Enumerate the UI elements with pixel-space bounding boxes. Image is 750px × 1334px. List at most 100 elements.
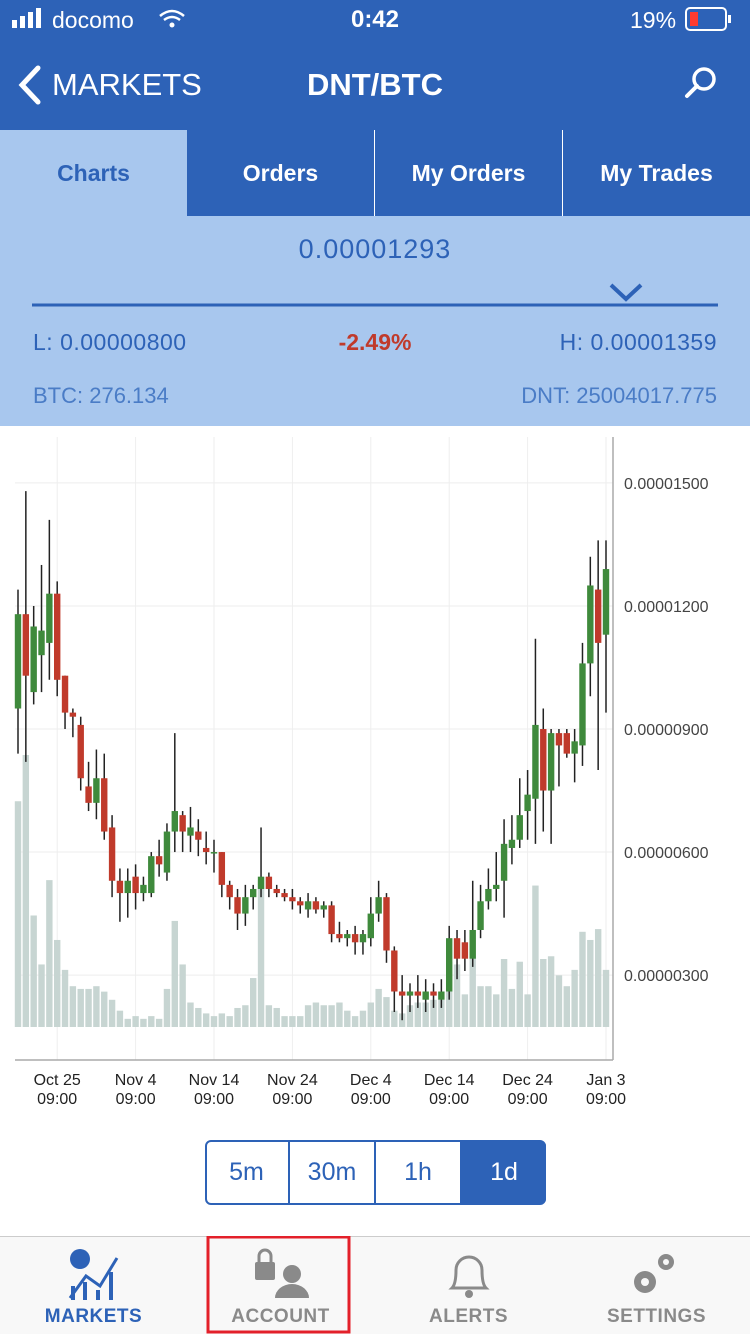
tab[interactable]: My Trades xyxy=(563,130,750,216)
volume-bar xyxy=(344,1010,351,1027)
volume-bar xyxy=(242,1005,249,1027)
volume-bar xyxy=(336,1002,343,1027)
candle-body xyxy=(304,901,312,910)
candle-body xyxy=(602,569,610,635)
y-tick-label: 0.00001500 xyxy=(624,476,709,493)
candle-body xyxy=(461,942,469,959)
interval-button[interactable]: 30m xyxy=(290,1141,376,1204)
change: -2.49% xyxy=(338,329,412,355)
candle-body xyxy=(571,741,578,754)
volume-bar xyxy=(453,964,461,1027)
volume-bar xyxy=(391,1010,398,1027)
volume-bar xyxy=(563,986,570,1027)
volume-bar xyxy=(46,880,53,1027)
tab[interactable]: My Orders xyxy=(375,130,562,216)
candle-body xyxy=(77,724,84,779)
candle-body xyxy=(257,876,265,889)
y-tick-label: 0.00000600 xyxy=(624,845,709,862)
candle-body xyxy=(547,733,555,791)
back-button[interactable]: MARKETS xyxy=(52,67,202,102)
volume-bar xyxy=(61,969,69,1027)
volume-bar xyxy=(187,1002,194,1027)
candle-body xyxy=(210,852,218,854)
volume-bar xyxy=(540,959,547,1027)
dnt-volume: DNT: 25004017.775 xyxy=(521,383,717,408)
tab-icons xyxy=(68,1236,674,1334)
x-tick-label: Oct 25 09:00 xyxy=(33,1072,81,1108)
volume-bar xyxy=(93,986,100,1027)
candle-body xyxy=(383,897,390,951)
volume-bar xyxy=(328,1005,335,1027)
volume-bar xyxy=(77,988,84,1027)
volume-bar xyxy=(101,991,108,1027)
volume-bar xyxy=(226,1016,233,1027)
volume-bar xyxy=(524,994,531,1027)
candle-body xyxy=(367,913,374,939)
volume-bar xyxy=(163,988,171,1027)
volume-bar xyxy=(155,1018,163,1027)
candle-body xyxy=(140,884,147,894)
candle-body xyxy=(328,905,335,935)
volume-bar xyxy=(218,1013,226,1027)
low-price: L: 0.00000800 xyxy=(33,329,187,355)
candle-body xyxy=(14,614,22,709)
candle-body xyxy=(46,593,53,643)
top-bar xyxy=(0,0,750,130)
candle-body xyxy=(69,712,77,717)
candle-body xyxy=(297,901,304,906)
volume-bar xyxy=(367,1002,374,1027)
candle-body xyxy=(281,893,288,898)
candle-body xyxy=(422,991,429,1000)
candle-body xyxy=(93,778,100,803)
volume-bar xyxy=(30,915,37,1027)
tab[interactable]: Charts xyxy=(0,130,187,216)
volume-bar xyxy=(532,885,539,1027)
y-tick-label: 0.00000900 xyxy=(624,722,709,739)
candle-body xyxy=(289,897,296,902)
volume-bar xyxy=(587,939,594,1027)
tab-bar-item[interactable]: MARKETS xyxy=(44,1306,143,1327)
candle-body xyxy=(587,585,594,664)
interval-button[interactable]: 1h xyxy=(376,1141,462,1204)
volume-bar xyxy=(485,986,492,1027)
volume-bar xyxy=(297,1016,304,1027)
candle-body xyxy=(508,839,516,848)
volume-bar xyxy=(124,1018,131,1027)
volume-bar xyxy=(555,975,563,1027)
candle-body xyxy=(171,811,178,832)
candle-body xyxy=(500,843,508,881)
tab-bar-item[interactable]: ACCOUNT xyxy=(231,1306,330,1327)
high-price: H: 0.00001359 xyxy=(559,329,717,355)
volume-bar xyxy=(547,956,555,1027)
candle-body xyxy=(124,880,131,894)
y-tick-label: 0.00000300 xyxy=(624,968,709,985)
volume-bar xyxy=(108,999,116,1027)
candle-body xyxy=(320,905,327,910)
tab[interactable]: Orders xyxy=(187,130,374,216)
candlestick-chart: 0.00001500 0.00001200 0.00000900 0.00000600… xyxy=(14,437,709,1061)
interval-button[interactable]: 5m xyxy=(205,1141,290,1204)
volume-bar xyxy=(54,939,61,1027)
tab-bar-item[interactable]: SETTINGS xyxy=(606,1306,706,1327)
candle-body xyxy=(116,880,124,894)
volume-bar xyxy=(250,978,257,1027)
candle-body xyxy=(30,626,37,693)
volume-bar xyxy=(202,1013,210,1027)
volume-bar xyxy=(289,1016,296,1027)
candle-body xyxy=(195,831,202,840)
x-tick-label: Jan 3 09:00 xyxy=(585,1072,627,1108)
volume-bar xyxy=(375,988,382,1027)
candle-body xyxy=(351,934,359,943)
candle-body xyxy=(202,847,210,853)
volume-bar xyxy=(179,964,186,1027)
tab-bar-item[interactable]: ALERTS xyxy=(429,1306,508,1327)
candle-body xyxy=(218,852,226,885)
interval-button[interactable]: 1d xyxy=(462,1141,546,1204)
candle-body xyxy=(391,950,398,992)
volume-bar xyxy=(148,1016,155,1027)
candle-body xyxy=(540,729,547,791)
candle-body xyxy=(469,929,476,959)
last-price: 0.00001293 xyxy=(298,234,452,264)
volume-bar xyxy=(359,1010,367,1027)
